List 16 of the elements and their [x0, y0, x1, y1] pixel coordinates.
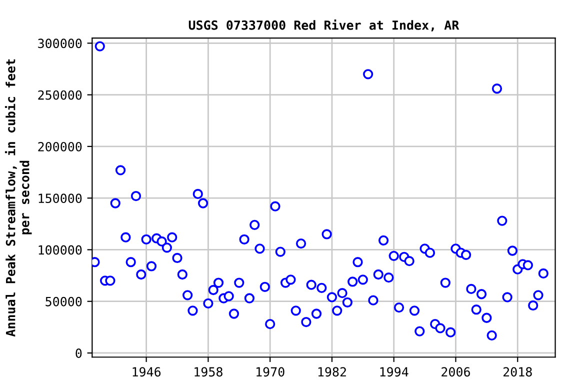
x-tick-label: 1982 — [318, 367, 346, 377]
x-tick-label: 1958 — [194, 367, 222, 377]
x-tick-label: 1970 — [256, 367, 284, 377]
y-tick-label: 250000 — [38, 90, 82, 100]
y-tick-label: 300000 — [38, 38, 82, 48]
x-tick-label: 2006 — [442, 367, 470, 377]
x-tick-label: 1994 — [380, 367, 408, 377]
y-axis-title: Annual Peak Streamflow, in cubic feet per second — [4, 59, 32, 337]
y-tick-label: 200000 — [38, 142, 82, 152]
x-tick-label: 2018 — [503, 367, 532, 377]
y-tick-label: 0 — [76, 348, 82, 358]
y-tick-label: 150000 — [38, 194, 82, 204]
chart-title: USGS 07337000 Red River at Index, AR — [188, 20, 460, 32]
y-tick-label: 50000 — [46, 296, 82, 306]
y-tick-label: 100000 — [38, 245, 82, 255]
x-tick-label: 1946 — [132, 367, 161, 377]
